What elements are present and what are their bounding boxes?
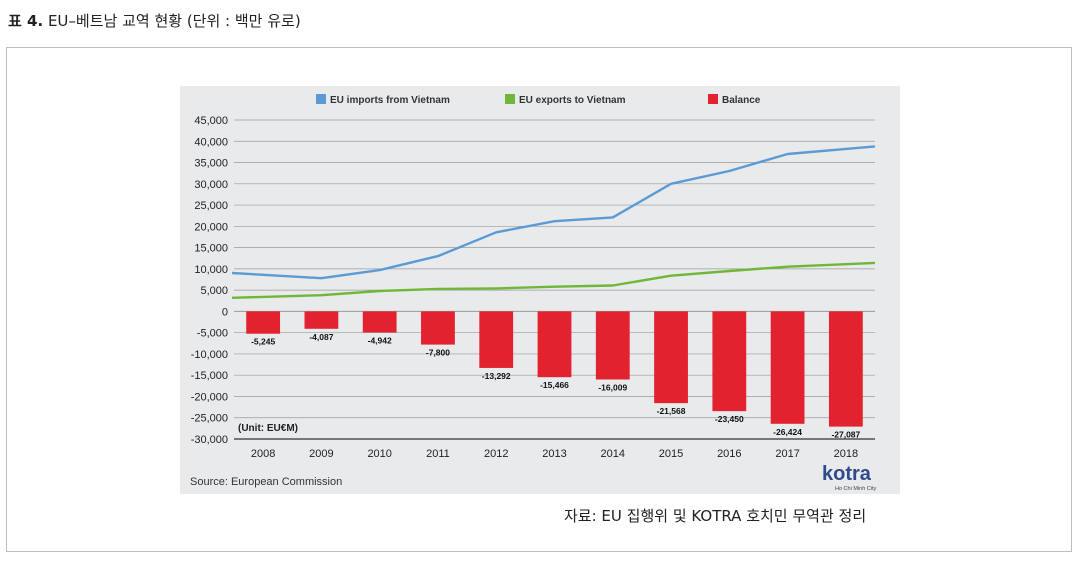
y-tick-label: 0	[222, 306, 228, 318]
balance-bar	[828, 311, 863, 427]
trade-chart: 45,000 40,000 35,000 30,000 25,000 20,000 15,0…	[190, 94, 877, 492]
table-caption: 표 4. EU–베트남 교역 현황 (단위 : 백만 유로)	[8, 10, 301, 31]
balance-data-label: -4,087	[309, 332, 333, 342]
unit-label: (Unit: EU€M)	[238, 423, 298, 434]
x-tick-label: 2016	[717, 448, 741, 460]
balance-bar	[246, 311, 281, 334]
x-tick-label: 2017	[775, 448, 799, 460]
balance-bar	[595, 311, 630, 380]
x-tick-label: 2011	[426, 448, 450, 460]
balance-bar	[654, 311, 688, 404]
balance-bar	[421, 311, 455, 345]
exports-series-line	[231, 261, 876, 299]
balance-bar	[479, 311, 514, 368]
x-tick-label: 2015	[659, 448, 683, 460]
legend-swatch	[316, 94, 326, 104]
x-tick-label: 2012	[484, 448, 508, 460]
x-tick-label: 2008	[251, 448, 275, 460]
y-tick-label: -15,000	[191, 370, 228, 382]
y-tick-label: 25,000	[194, 200, 228, 212]
y-tick-label: 5,000	[200, 285, 228, 297]
y-tick-label: 35,000	[194, 158, 228, 170]
y-tick-label: -20,000	[191, 391, 228, 403]
x-tick-label: 2014	[601, 448, 625, 460]
y-tick-label: -5,000	[197, 328, 228, 340]
figure-frame	[6, 47, 1072, 552]
balance-bar	[712, 311, 747, 412]
legend-label: Balance	[722, 95, 761, 106]
balance-data-label: -7,800	[426, 348, 450, 358]
balance-data-label: -15,466	[540, 380, 569, 390]
balance-data-label: -16,009	[598, 382, 627, 392]
y-tick-label: -10,000	[191, 349, 228, 361]
source-note: 자료: EU 집행위 및 KOTRA 호치민 무역관 정리	[564, 507, 867, 525]
balance-bar	[537, 311, 572, 378]
x-tick-label: 2013	[542, 448, 566, 460]
balance-data-label: -4,942	[368, 335, 392, 345]
x-tick-label: 2010	[367, 448, 391, 460]
balance-bar	[362, 311, 397, 333]
kotra-logo: kotra	[822, 463, 872, 485]
balance-data-label: -13,292	[482, 371, 511, 381]
chart-source: Source: European Commission	[190, 476, 342, 488]
x-tick-label: 2018	[834, 448, 858, 460]
y-tick-label: -25,000	[191, 413, 228, 425]
legend-swatch	[505, 94, 515, 104]
balance-data-label: -23,450	[715, 414, 744, 424]
y-tick-label: 15,000	[194, 243, 228, 255]
y-tick-label: -30,000	[191, 434, 228, 446]
x-tick-label: 2009	[309, 448, 333, 460]
kotra-logo-sub: Ho Chi Minh City	[835, 486, 877, 492]
legend-label: EU exports to Vietnam	[519, 95, 626, 106]
balance-data-label: -5,245	[251, 337, 275, 347]
y-tick-label: 45,000	[194, 115, 228, 127]
balance-bar	[304, 311, 339, 329]
caption-prefix: 표 4.	[8, 12, 44, 30]
y-tick-label: 20,000	[194, 221, 228, 233]
balance-data-label: -27,087	[831, 430, 860, 440]
legend-label: EU imports from Vietnam	[330, 95, 450, 106]
y-tick-label: 10,000	[194, 264, 228, 276]
balance-data-label: -21,568	[657, 406, 686, 416]
caption-text: EU–베트남 교역 현황 (단위 : 백만 유로)	[47, 12, 301, 30]
balance-data-label: -26,424	[773, 427, 802, 437]
chart-panel: 45,000 40,000 35,000 30,000 25,000 20,000 15,0…	[180, 86, 900, 494]
legend-swatch	[708, 94, 718, 104]
balance-bar	[770, 311, 805, 424]
imports-series-line	[231, 145, 876, 280]
y-tick-label: 40,000	[194, 136, 228, 148]
y-tick-label: 30,000	[194, 179, 228, 191]
